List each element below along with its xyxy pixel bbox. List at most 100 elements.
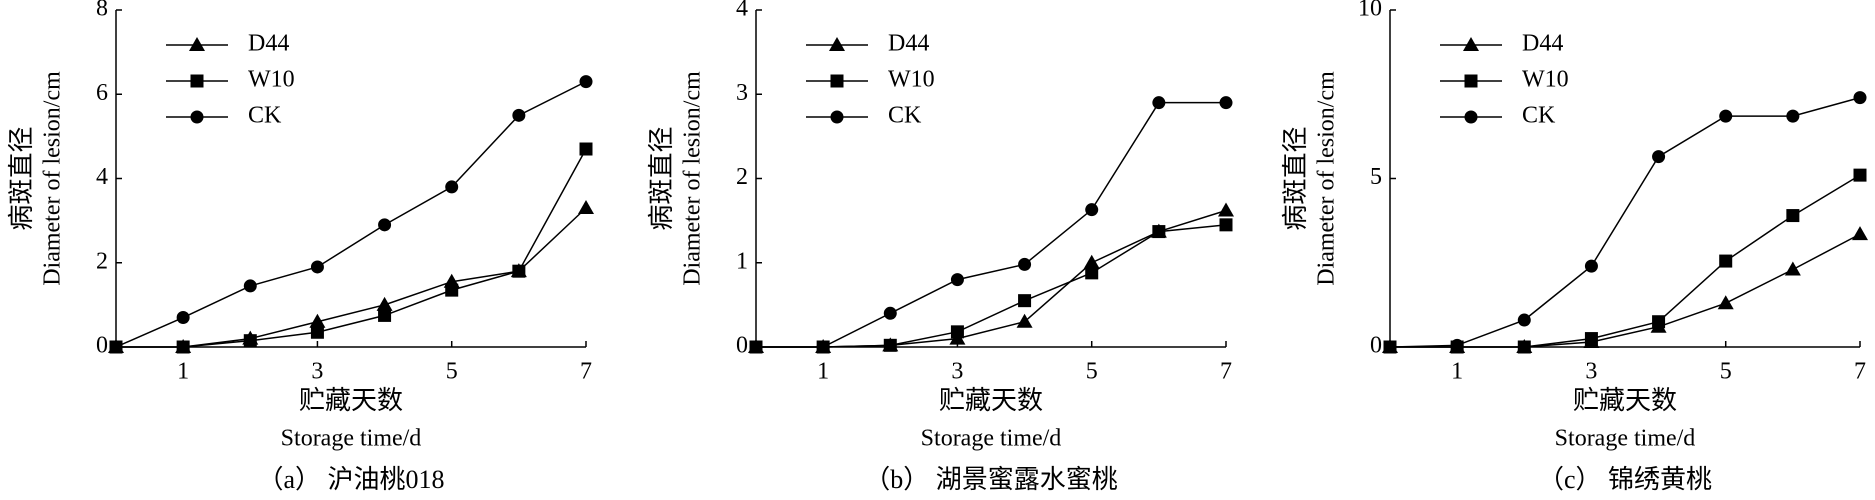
y-tick-label: 4 (736, 0, 748, 22)
y-tick-label: 0 (736, 333, 748, 359)
legend-marker (829, 37, 845, 51)
series-line (756, 101, 1226, 348)
legend-marker (1464, 110, 1478, 124)
data-point (1584, 259, 1598, 273)
caption: （c） 锦绣黄桃 (1538, 465, 1712, 494)
data-point (1853, 91, 1867, 105)
y-tick-label: 6 (96, 80, 108, 106)
data-point (445, 180, 459, 194)
legend-marker (190, 110, 204, 124)
legend-marker (1464, 74, 1478, 88)
data-point (950, 325, 964, 339)
y-tick-label: 5 (1370, 164, 1382, 190)
series-line (115, 80, 587, 348)
data-point (310, 325, 324, 339)
x-tick-label: 5 (1086, 359, 1098, 385)
data-point (1152, 225, 1166, 239)
y-tick-label: 0 (1370, 333, 1382, 359)
data-point (816, 340, 830, 354)
y-label: Diameter of lesion/cm (40, 71, 66, 286)
x-label-cn: 贮藏天数 (939, 386, 1043, 415)
data-point (512, 264, 526, 278)
data-point (1517, 313, 1531, 327)
y-tick-label: 2 (96, 248, 108, 274)
x-label: Storage time/d (1555, 426, 1696, 452)
x-tick-label: 7 (1220, 359, 1232, 385)
data-point (1016, 313, 1033, 328)
data-point (1152, 96, 1166, 110)
data-point (579, 75, 593, 89)
x-label: Storage time/d (281, 426, 422, 452)
y-label-cn: 病斑直径 (7, 126, 36, 230)
data-point (883, 306, 897, 320)
x-label: Storage time/d (921, 426, 1062, 452)
data-point (578, 199, 594, 214)
data-point (1786, 109, 1800, 123)
legend-label: CK (248, 103, 282, 129)
series-line (1390, 174, 1861, 348)
x-tick-label: 7 (1854, 359, 1866, 385)
y-tick-label: 0 (96, 333, 108, 359)
data-point (1517, 340, 1531, 354)
data-point (378, 308, 392, 322)
data-point (579, 142, 593, 156)
legend-label: D44 (1522, 31, 1563, 57)
y-tick-label: 8 (96, 0, 108, 22)
legend-marker (1463, 37, 1479, 51)
y-label-cn: 病斑直径 (1281, 126, 1310, 230)
data-point (1085, 266, 1099, 280)
data-point (1719, 254, 1733, 268)
data-point (1717, 295, 1734, 310)
data-point (512, 108, 526, 122)
x-tick-label: 1 (177, 359, 189, 385)
caption: （b） 湖景蜜露水蜜桃 (864, 465, 1118, 494)
x-tick-label: 3 (311, 359, 323, 385)
y-tick-label: 2 (736, 164, 748, 190)
y-label: Diameter of lesion/cm (680, 71, 706, 286)
legend-marker (190, 74, 204, 88)
x-tick-label: 7 (580, 359, 592, 385)
data-point (1652, 150, 1666, 164)
data-point (1652, 315, 1666, 329)
data-point (1784, 261, 1801, 276)
x-tick-label: 3 (1585, 359, 1597, 385)
data-point (1018, 257, 1032, 271)
x-tick-label: 5 (1720, 359, 1732, 385)
x-label-cn: 贮藏天数 (1573, 386, 1677, 415)
series-line (756, 224, 1227, 348)
legend-label: CK (888, 103, 922, 129)
data-point (1853, 168, 1867, 182)
y-tick-label: 10 (1358, 0, 1382, 22)
legend-marker (830, 110, 844, 124)
y-tick-label: 1 (736, 248, 748, 274)
data-point (309, 313, 326, 328)
data-point (176, 311, 190, 325)
legend-label: W10 (248, 67, 295, 93)
data-point (1450, 338, 1464, 352)
series-line (116, 148, 587, 348)
y-label-cn: 病斑直径 (647, 126, 676, 230)
series-line (1389, 96, 1861, 348)
x-tick-label: 3 (951, 359, 963, 385)
data-point (176, 340, 190, 354)
legend-label: W10 (888, 67, 935, 93)
data-point (1219, 96, 1233, 110)
data-point (445, 283, 459, 297)
x-tick-label: 1 (1451, 359, 1463, 385)
data-point (1383, 340, 1397, 354)
data-point (883, 338, 897, 352)
data-point (376, 296, 393, 311)
legend-marker (189, 37, 205, 51)
data-point (1085, 203, 1099, 217)
data-point (310, 260, 324, 274)
legend-label: D44 (248, 31, 289, 57)
data-point (749, 340, 763, 354)
data-point (1786, 209, 1800, 223)
data-point (1719, 109, 1733, 123)
x-tick-label: 1 (817, 359, 829, 385)
data-point (109, 340, 123, 354)
y-label: Diameter of lesion/cm (1314, 71, 1340, 286)
data-point (1218, 202, 1234, 217)
